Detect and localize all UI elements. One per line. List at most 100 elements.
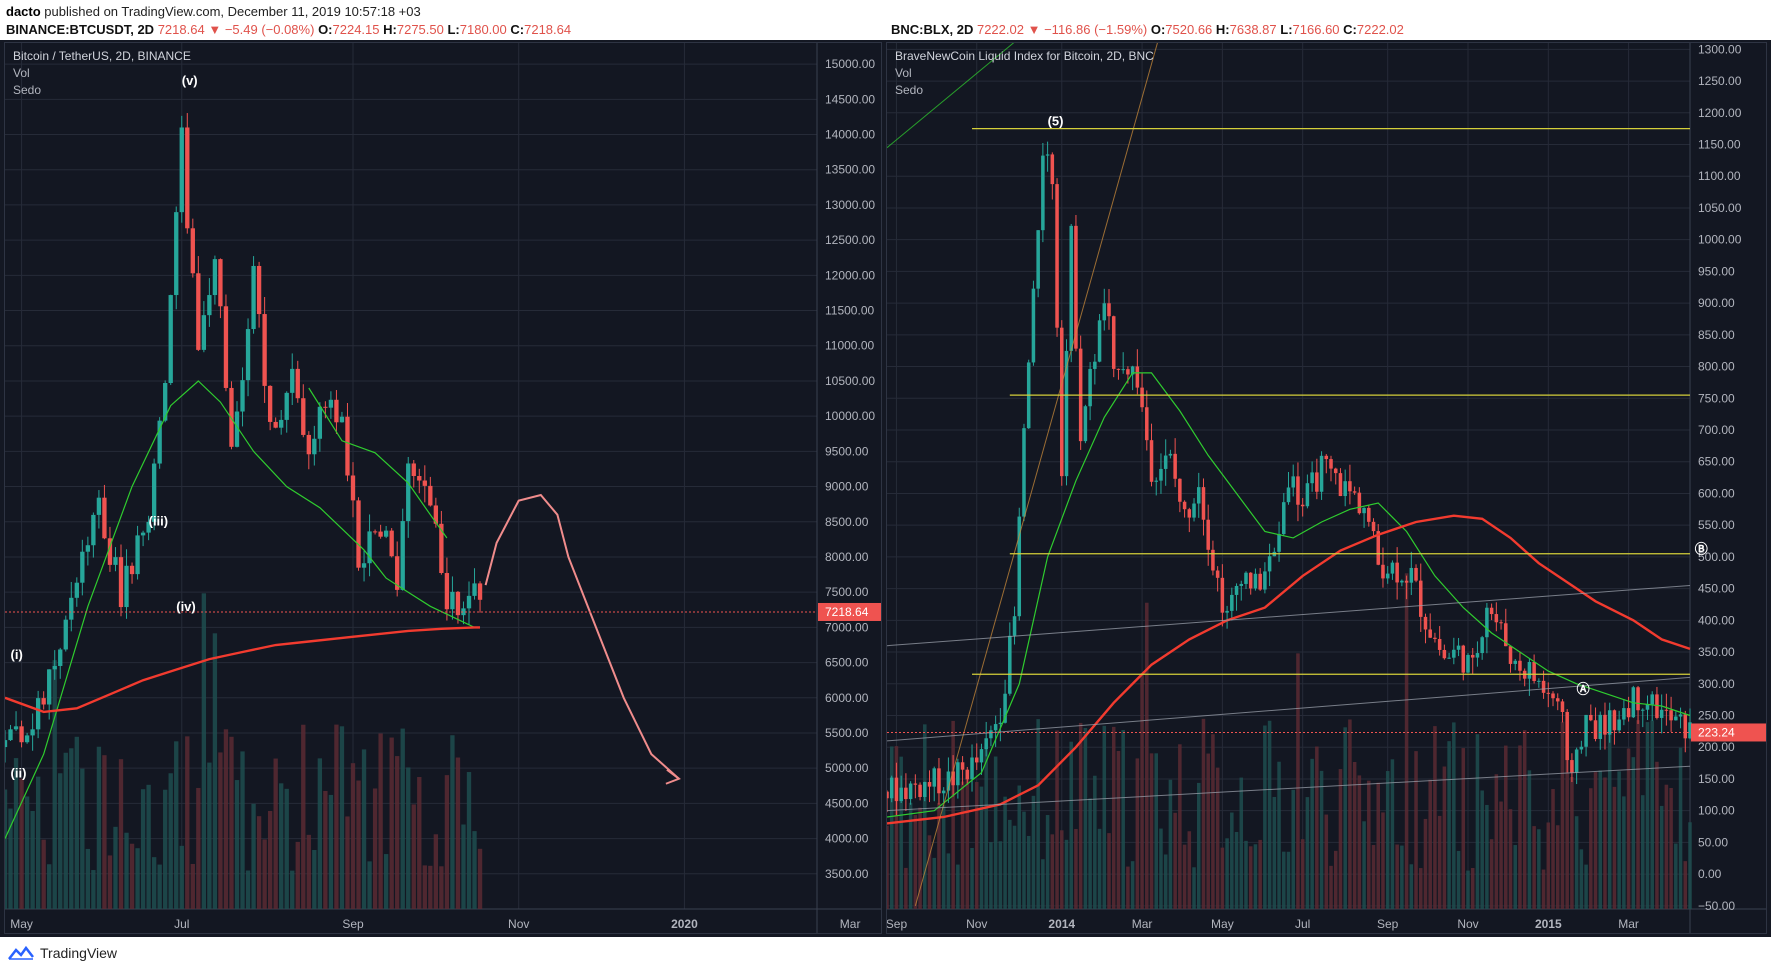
candle-body: [306, 434, 311, 455]
price-tick-label: 3500.00: [825, 867, 869, 881]
volume-bar: [234, 780, 240, 909]
candle-body: [334, 399, 339, 423]
candle-body: [889, 777, 894, 799]
volume-bar: [91, 870, 96, 909]
volume-bar: [85, 848, 91, 909]
volume-bar: [1135, 758, 1140, 909]
candle-body: [1069, 225, 1073, 351]
volume-bar: [102, 755, 107, 909]
volume-bar: [1078, 722, 1083, 909]
candle-body: [1022, 428, 1026, 517]
volume-bar: [1003, 796, 1007, 909]
candle-body: [455, 591, 461, 616]
volume-bar: [262, 839, 267, 909]
indicator-label: Vol: [13, 66, 30, 80]
publish-text: published on TradingView.com, December 1…: [44, 4, 421, 19]
projection-arrow-icon: [665, 768, 681, 785]
volume-bar: [218, 752, 223, 909]
candle-body: [13, 726, 19, 730]
volume-bar: [284, 788, 289, 909]
candle-body: [223, 306, 229, 388]
volume-bar: [1022, 811, 1026, 909]
volume-bar: [1305, 797, 1310, 909]
volume-bar: [1555, 825, 1560, 909]
left-chart-svg[interactable]: 15000.00 14500.00 14000.00 13500.00 13000.00…: [2, 43, 1189, 933]
chart-title: Bitcoin / TetherUS, 2D, BINANCE: [13, 49, 191, 63]
candle-body: [1636, 687, 1640, 711]
candle-body: [1215, 570, 1220, 578]
volume-bar: [1111, 726, 1116, 909]
volume-bar: [1159, 828, 1163, 909]
price-tick-label: 700.00: [1698, 423, 1735, 437]
candle-body: [1121, 369, 1125, 371]
volume-bar: [1263, 725, 1267, 909]
tradingview-brand[interactable]: TradingView: [8, 945, 117, 961]
left-chart-panel[interactable]: 15000.00 14500.00 14000.00 13500.00 13000.00…: [2, 42, 1189, 934]
author-name[interactable]: dacto: [6, 4, 41, 19]
candle-body: [1329, 459, 1333, 469]
candle-body: [428, 485, 433, 506]
volume-bar: [1371, 845, 1376, 909]
right-chart-svg[interactable]: 1300.00 1250.00 1200.00 1150.00 1100.00 1050.…: [885, 29, 1766, 933]
volume-bar: [19, 778, 24, 909]
volume-bar: [1589, 788, 1593, 909]
candle-body: [1428, 629, 1432, 638]
price-tick-label: 1200.00: [1698, 106, 1742, 120]
left-high: 7275.50: [396, 22, 444, 37]
volume-bar: [908, 802, 913, 909]
candle-body: [367, 531, 372, 564]
right-symbol[interactable]: BNC:BLX, 2D: [891, 22, 974, 37]
volume-bar: [1130, 861, 1135, 909]
price-tick-label: 150.00: [1698, 772, 1735, 786]
candle-body: [312, 438, 317, 455]
price-tick-label: 10500.00: [825, 374, 875, 388]
candle-body: [1504, 623, 1508, 647]
volume-bar: [1688, 822, 1692, 909]
candle-body: [1036, 230, 1040, 289]
candle-body: [1074, 225, 1078, 349]
candle-body: [1570, 760, 1574, 773]
candle-body: [1012, 616, 1017, 636]
candle-body: [1116, 368, 1121, 370]
volume-bar: [13, 758, 19, 909]
candle-body: [383, 530, 389, 537]
candle-body: [328, 399, 334, 408]
candle-body: [267, 385, 273, 422]
price-tick-label: 1100.00: [1698, 169, 1741, 183]
candle-body: [433, 505, 439, 524]
candle-body: [1145, 407, 1149, 441]
candle-body: [395, 556, 400, 590]
volume-bar: [1286, 851, 1291, 909]
candle-body: [372, 531, 378, 533]
wave-label: (v): [182, 73, 198, 88]
candle-body: [157, 420, 162, 464]
volume-bar: [1593, 772, 1598, 909]
candle-body: [30, 729, 35, 736]
candle-body: [1579, 746, 1584, 750]
left-l-label: L:: [447, 22, 460, 37]
candle-body: [1315, 472, 1319, 492]
candle-body: [956, 762, 960, 786]
candle-body: [1333, 468, 1338, 474]
volume-bar: [129, 843, 135, 909]
wave-label: (ii): [11, 765, 27, 780]
left-change: −5.49 (−0.08%): [224, 22, 315, 37]
candle-body: [1598, 714, 1603, 739]
candle-body: [400, 521, 405, 590]
candle-body: [461, 608, 466, 616]
volume-bar: [35, 776, 41, 909]
candle-body: [1641, 709, 1645, 711]
candle-body: [1664, 709, 1669, 711]
candle-body: [946, 771, 951, 791]
candle-body: [1546, 692, 1551, 694]
candle-body: [1277, 534, 1281, 552]
left-symbol[interactable]: BINANCE:BTCUSDT, 2D: [6, 22, 155, 37]
candle-body: [937, 768, 941, 794]
right-close: 7222.02: [1356, 22, 1404, 37]
volume-bar: [444, 775, 450, 909]
volume-bar: [1367, 780, 1371, 909]
right-chart-panel[interactable]: 1300.00 1250.00 1200.00 1150.00 1100.00 1050.…: [885, 29, 1767, 934]
candle-body: [1485, 607, 1489, 638]
volume-bar: [1333, 850, 1338, 909]
candle-body: [1060, 327, 1064, 477]
